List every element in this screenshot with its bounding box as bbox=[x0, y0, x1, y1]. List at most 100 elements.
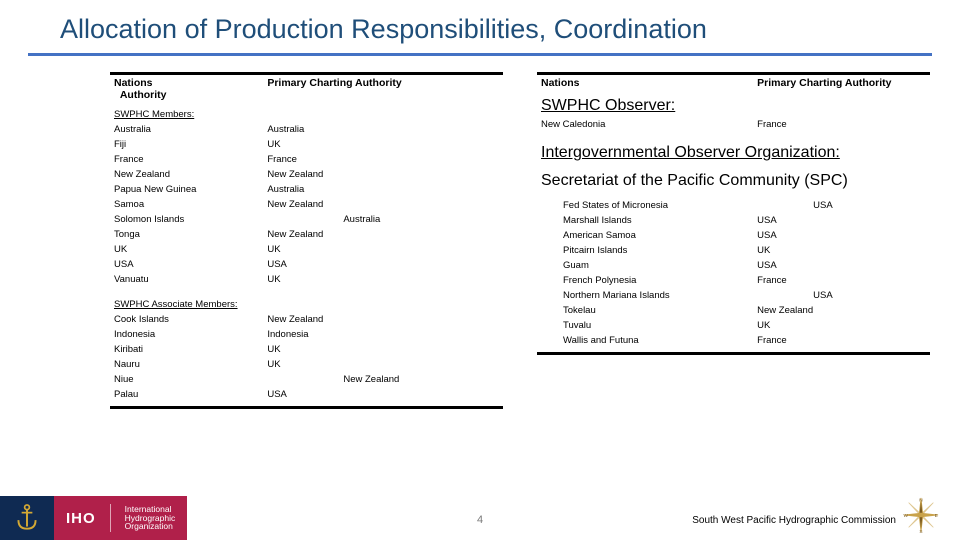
nation-cell: Niue bbox=[110, 372, 263, 387]
nation-cell: Cook Islands bbox=[110, 312, 263, 327]
table-row: USAUSA bbox=[110, 257, 503, 272]
table-row: FijiUK bbox=[110, 137, 503, 152]
nation-cell: UK bbox=[110, 242, 263, 257]
iho-sub-3: Organization bbox=[125, 522, 176, 531]
org-name: Secretariat of the Pacific Community (SP… bbox=[537, 170, 930, 192]
compass-icon: N E S W bbox=[902, 496, 940, 534]
table-row: Solomon IslandsAustralia bbox=[110, 212, 503, 227]
nation-cell: New Zealand bbox=[110, 167, 263, 182]
nation-cell: Australia bbox=[110, 122, 263, 137]
table-row: Papua New GuineaAustralia bbox=[110, 182, 503, 197]
left-box: Nations ..Authority Primary Charting Aut… bbox=[110, 72, 503, 409]
authority-cell: UK bbox=[263, 272, 503, 287]
nation-cell: Vanuatu bbox=[110, 272, 263, 287]
table-row: IndonesiaIndonesia bbox=[110, 327, 503, 342]
svg-text:S: S bbox=[919, 529, 922, 534]
nation-cell: Papua New Guinea bbox=[110, 182, 263, 197]
table-row: GuamUSA bbox=[537, 258, 930, 273]
table-row: French PolynesiaFrance bbox=[537, 273, 930, 288]
authority-cell: USA bbox=[753, 258, 930, 273]
left-header-row: Nations ..Authority Primary Charting Aut… bbox=[110, 74, 503, 104]
nation-cell: Solomon Islands bbox=[110, 212, 263, 227]
slide-title: Allocation of Production Responsibilitie… bbox=[0, 0, 960, 53]
table-row: AustraliaAustralia bbox=[110, 122, 503, 137]
svg-text:N: N bbox=[919, 498, 923, 504]
nation-cell: Indonesia bbox=[110, 327, 263, 342]
authority-cell: USA bbox=[753, 213, 930, 228]
left-table: Nations ..Authority Primary Charting Aut… bbox=[110, 72, 503, 409]
nation-cell: Pitcairn Islands bbox=[537, 243, 753, 258]
table-row: KiribatiUK bbox=[110, 342, 503, 357]
nation-cell: Tokelau bbox=[537, 303, 753, 318]
right-table: Nations Primary Charting Authority SWPHC… bbox=[537, 72, 930, 355]
iho-subtitle: International Hydrographic Organization bbox=[125, 505, 176, 532]
nation-cell: New Caledonia bbox=[537, 117, 753, 132]
authority-cell: Australia bbox=[263, 212, 503, 227]
iho-divider bbox=[110, 504, 111, 532]
nation-cell: Fiji bbox=[110, 137, 263, 152]
table-row: VanuatuUK bbox=[110, 272, 503, 287]
table-row: TuvaluUK bbox=[537, 318, 930, 333]
table-row: Pitcairn IslandsUK bbox=[537, 243, 930, 258]
anchor-icon bbox=[14, 503, 40, 533]
authority-cell: USA bbox=[753, 198, 930, 213]
table-row: PalauUSA bbox=[110, 387, 503, 402]
nation-cell: Kiribati bbox=[110, 342, 263, 357]
table-row: Cook IslandsNew Zealand bbox=[110, 312, 503, 327]
authority-cell: France bbox=[263, 152, 503, 167]
nation-cell: Marshall Islands bbox=[537, 213, 753, 228]
page-number: 4 bbox=[477, 514, 483, 526]
nation-cell: Wallis and Futuna bbox=[537, 333, 753, 348]
table-row: Northern Mariana IslandsUSA bbox=[537, 288, 930, 303]
nation-cell: Nauru bbox=[110, 357, 263, 372]
nation-cell: Northern Mariana Islands bbox=[537, 288, 753, 303]
nation-cell: Tuvalu bbox=[537, 318, 753, 333]
authority-cell: USA bbox=[263, 387, 503, 402]
svg-text:E: E bbox=[935, 513, 938, 519]
table-row: NauruUK bbox=[110, 357, 503, 372]
authority-cell: New Zealand bbox=[263, 197, 503, 212]
authority-cell: New Zealand bbox=[263, 312, 503, 327]
authority-cell: USA bbox=[753, 288, 930, 303]
authority-cell: USA bbox=[263, 257, 503, 272]
table-row: New ZealandNew Zealand bbox=[110, 167, 503, 182]
nation-cell: Palau bbox=[110, 387, 263, 402]
right-header-charting: Primary Charting Authority bbox=[753, 74, 930, 92]
authority-cell: UK bbox=[263, 137, 503, 152]
authority-cell: UK bbox=[753, 243, 930, 258]
hdr-nations-word: Nations bbox=[114, 77, 153, 89]
authority-cell: New Zealand bbox=[753, 303, 930, 318]
authority-cell: France bbox=[753, 117, 930, 132]
table-row: Fed States of MicronesiaUSA bbox=[537, 198, 930, 213]
section-title: SWPHC Associate Members: bbox=[110, 293, 503, 312]
table-row: SamoaNew Zealand bbox=[110, 197, 503, 212]
left-header-nations: Nations ..Authority bbox=[110, 74, 263, 104]
authority-cell: USA bbox=[753, 228, 930, 243]
table-row: FranceFrance bbox=[110, 152, 503, 167]
table-row: TongaNew Zealand bbox=[110, 227, 503, 242]
nation-cell: USA bbox=[110, 257, 263, 272]
right-header-nations: Nations bbox=[537, 74, 753, 92]
authority-cell: New Zealand bbox=[263, 372, 503, 387]
authority-cell: UK bbox=[263, 342, 503, 357]
flag-badge bbox=[0, 496, 54, 540]
iho-block: IHO International Hydrographic Organizat… bbox=[54, 496, 187, 540]
authority-cell: New Zealand bbox=[263, 227, 503, 242]
right-header-row: Nations Primary Charting Authority bbox=[537, 74, 930, 92]
authority-cell: New Zealand bbox=[263, 167, 503, 182]
authority-cell: Australia bbox=[263, 182, 503, 197]
observer-title: SWPHC Observer: bbox=[537, 91, 930, 117]
table-row: TokelauNew Zealand bbox=[537, 303, 930, 318]
svg-text:W: W bbox=[904, 513, 909, 519]
nation-cell: Guam bbox=[537, 258, 753, 273]
title-underline bbox=[28, 53, 932, 56]
nation-cell: Fed States of Micronesia bbox=[537, 198, 753, 213]
left-header-charting: Primary Charting Authority bbox=[263, 74, 503, 104]
nation-cell: Tonga bbox=[110, 227, 263, 242]
org-title: Intergovernmental Observer Organization: bbox=[537, 138, 930, 164]
commission-label: South West Pacific Hydrographic Commissi… bbox=[692, 515, 896, 526]
authority-cell: France bbox=[753, 273, 930, 288]
table-row: Wallis and FutunaFrance bbox=[537, 333, 930, 348]
table-row: NiueNew Zealand bbox=[110, 372, 503, 387]
table-row: American SamoaUSA bbox=[537, 228, 930, 243]
